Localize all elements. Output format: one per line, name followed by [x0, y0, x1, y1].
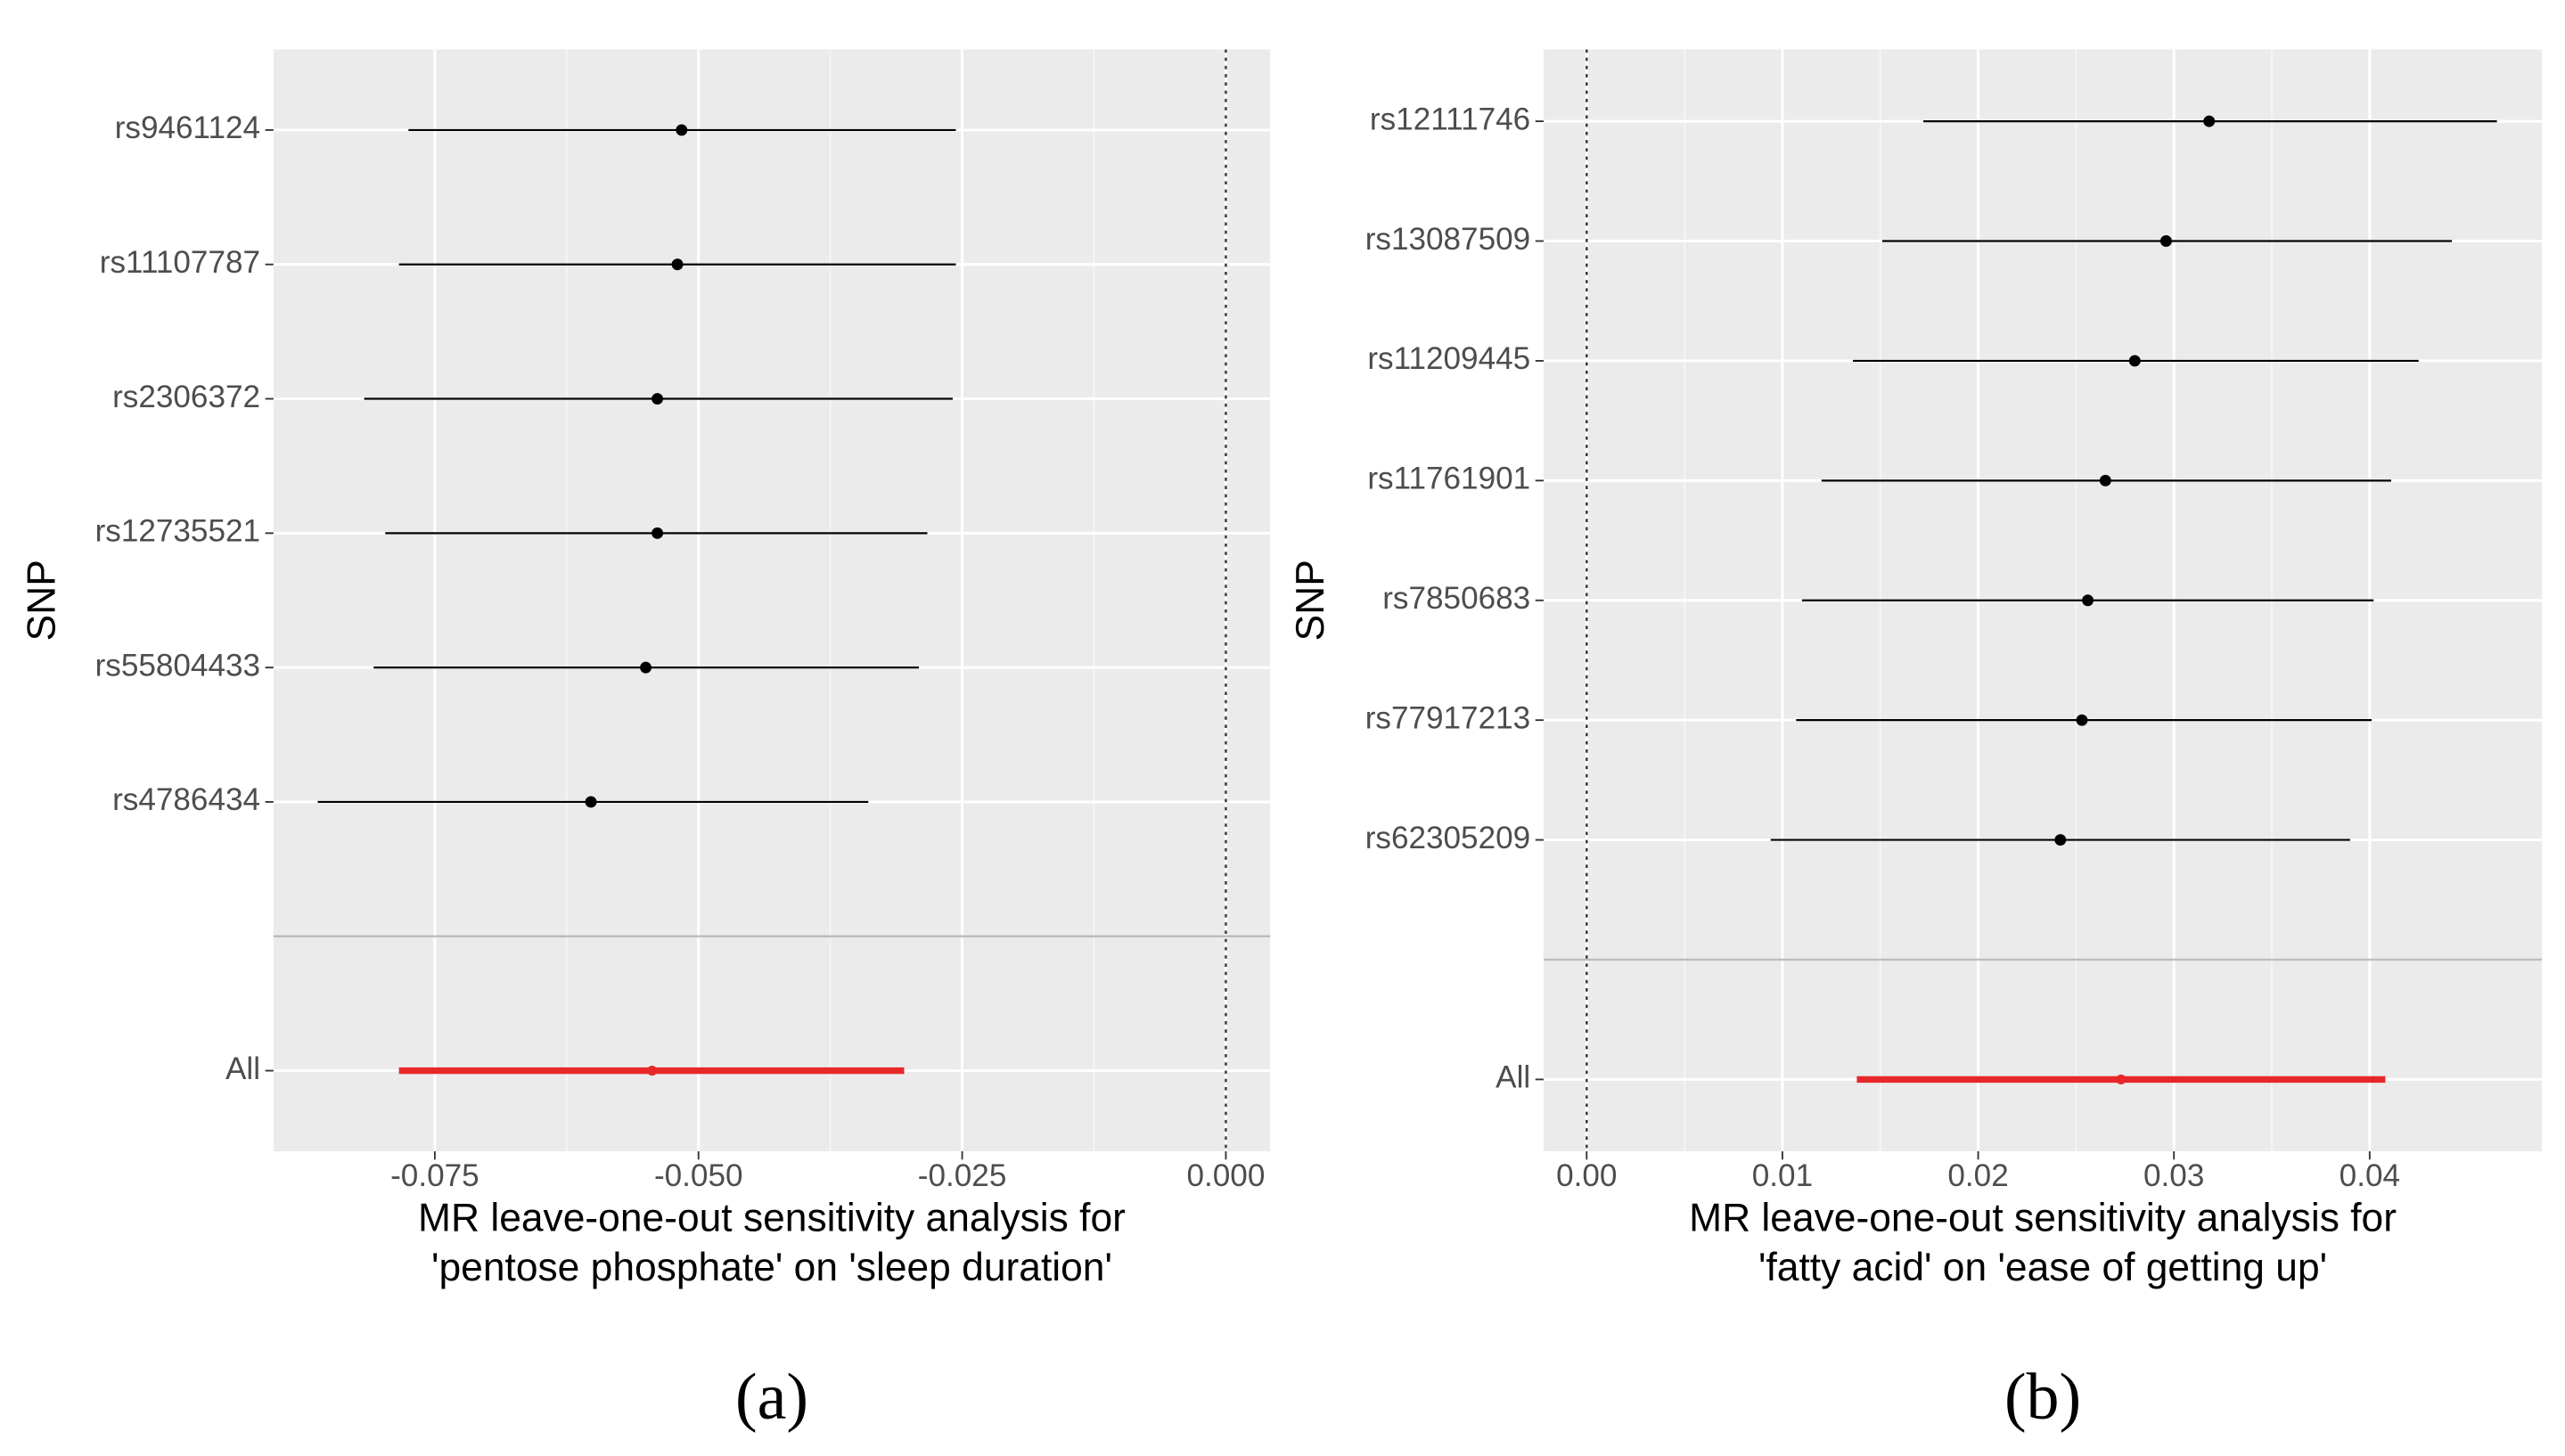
panel-label: (a): [735, 1360, 808, 1433]
x-axis-title: 'fatty acid' on 'ease of getting up': [1758, 1246, 2327, 1289]
y-tick-label: rs11107787: [100, 245, 260, 280]
point: [651, 527, 664, 539]
x-tick-label: 0.000: [1187, 1158, 1266, 1193]
point: [2054, 834, 2067, 847]
y-tick-label: All: [225, 1051, 260, 1086]
y-tick-label: All: [1496, 1060, 1530, 1095]
point: [651, 393, 664, 405]
y-axis-title: SNP: [1289, 560, 1332, 641]
plot-background: [273, 49, 1271, 1152]
x-tick-label: -0.075: [390, 1158, 479, 1193]
y-tick-label: rs7850683: [1382, 581, 1530, 616]
point: [2116, 1074, 2127, 1084]
point: [676, 124, 688, 136]
point: [647, 1066, 658, 1076]
x-tick-label: -0.050: [654, 1158, 743, 1193]
x-tick-label: 0.04: [2340, 1158, 2400, 1193]
point: [2076, 714, 2088, 726]
y-tick-label: rs77917213: [1365, 700, 1530, 735]
x-tick-label: -0.025: [918, 1158, 1007, 1193]
point: [671, 258, 684, 271]
y-tick-label: rs11209445: [1367, 341, 1530, 376]
x-tick-label: 0.00: [1556, 1158, 1617, 1193]
point: [2159, 235, 2172, 247]
point: [2099, 474, 2111, 487]
y-tick-label: rs62305209: [1365, 821, 1530, 855]
point: [2203, 115, 2216, 127]
point: [2082, 594, 2094, 607]
y-tick-label: rs4786434: [112, 782, 260, 817]
y-axis-title: SNP: [20, 560, 64, 641]
y-tick-label: rs13087509: [1365, 222, 1530, 257]
point: [2128, 355, 2141, 367]
y-tick-label: rs9461124: [115, 110, 260, 145]
y-tick-label: rs12111746: [1370, 102, 1530, 136]
y-tick-label: rs55804433: [95, 648, 260, 683]
x-axis-title: 'pentose phosphate' on 'sleep duration': [431, 1246, 1112, 1289]
y-tick-label: rs2306372: [112, 380, 260, 414]
x-tick-label: 0.03: [2143, 1158, 2204, 1193]
x-tick-label: 0.01: [1752, 1158, 1813, 1193]
y-tick-label: rs12735521: [95, 514, 260, 549]
x-tick-label: 0.02: [1947, 1158, 2008, 1193]
y-tick-label: rs11761901: [1367, 462, 1530, 496]
point: [640, 661, 652, 674]
panel-label: (b): [2004, 1360, 2081, 1433]
point: [585, 796, 597, 808]
x-axis-title: MR leave-one-out sensitivity analysis fo…: [418, 1196, 1126, 1239]
x-axis-title: MR leave-one-out sensitivity analysis fo…: [1689, 1196, 2397, 1239]
